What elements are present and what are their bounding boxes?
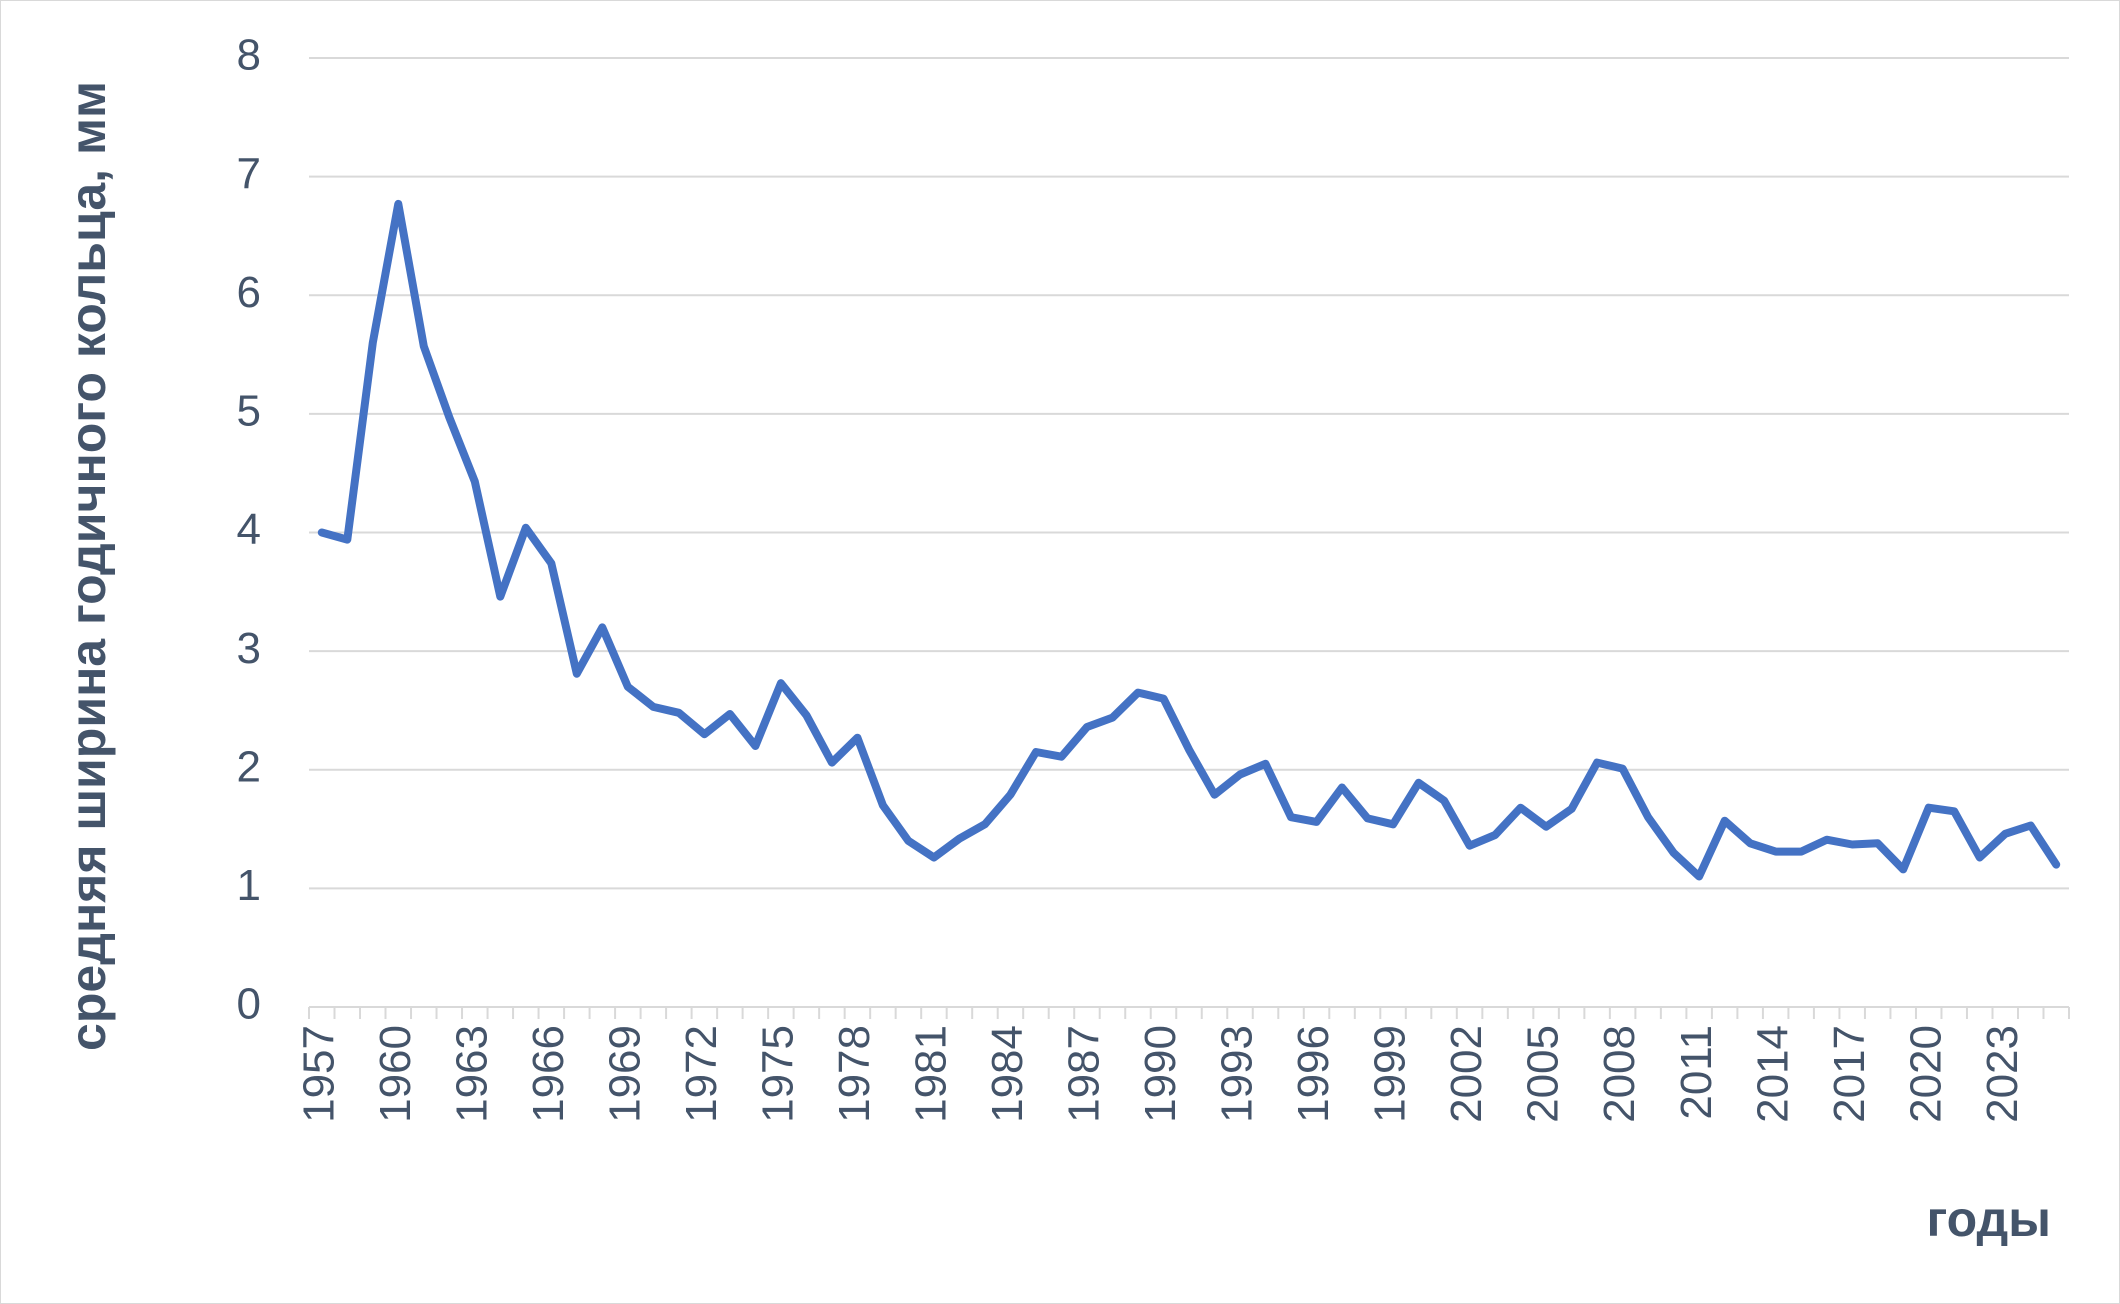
y-tick-label: 3 [237, 624, 261, 673]
x-tick-label: 1957 [294, 1025, 343, 1123]
y-tick-label: 8 [237, 31, 261, 80]
x-tick-label: 2002 [1442, 1025, 1491, 1123]
x-tick-label: 2014 [1748, 1025, 1797, 1123]
x-tick-label: 1981 [907, 1025, 956, 1123]
y-tick-label: 4 [237, 505, 261, 554]
y-tick-label: 7 [237, 149, 261, 198]
x-tick-label: 1990 [1136, 1025, 1185, 1123]
y-tick-label: 6 [237, 268, 261, 317]
x-tick-label: 2017 [1825, 1025, 1874, 1123]
y-axis-title: средняя ширина годичного кольца, мм [60, 81, 116, 1051]
x-tick-label: 2011 [1672, 1025, 1721, 1120]
y-tick-label: 2 [237, 742, 261, 791]
x-tick-label: 1969 [600, 1025, 649, 1123]
data-line [317, 199, 2061, 881]
y-tick-label: 5 [237, 387, 261, 436]
x-tick-label: 1999 [1366, 1025, 1415, 1123]
x-tick-label: 1975 [754, 1025, 803, 1123]
x-axis-title: годы [1927, 1191, 2052, 1247]
x-tick-label: 1963 [447, 1025, 496, 1123]
x-tick-label: 2005 [1519, 1025, 1568, 1123]
x-tick-label: 1984 [983, 1025, 1032, 1123]
x-tick-label: 2023 [1978, 1025, 2027, 1123]
y-tick-label: 0 [237, 980, 261, 1029]
x-tick-label: 1972 [677, 1025, 726, 1123]
x-tick-label: 1987 [1060, 1025, 1109, 1123]
y-tick-label: 1 [237, 861, 261, 910]
x-tick-label: 2020 [1901, 1025, 1950, 1123]
x-tick-label: 1996 [1289, 1025, 1338, 1123]
x-tick-label: 1960 [371, 1025, 420, 1123]
x-tick-label: 1978 [830, 1025, 879, 1123]
x-tick-label: 1993 [1213, 1025, 1262, 1123]
x-tick-label: 1966 [524, 1025, 573, 1123]
x-tick-label: 2008 [1595, 1025, 1644, 1123]
